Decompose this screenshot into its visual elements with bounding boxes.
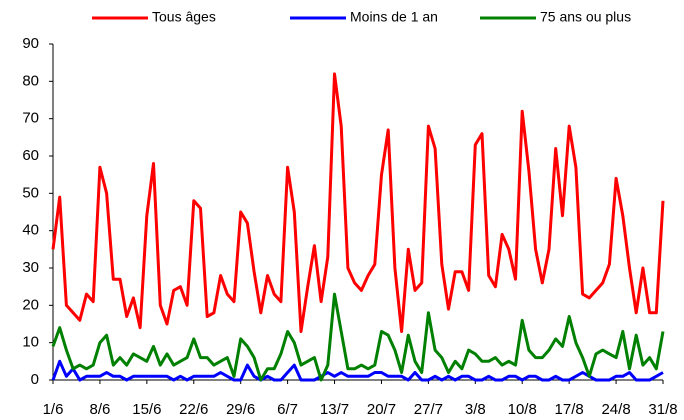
x-tick-label: 17/8 <box>555 401 584 418</box>
y-tick-label: 0 <box>31 371 39 388</box>
y-tick-label: 80 <box>22 72 39 89</box>
series-line <box>51 359 664 382</box>
y-tick-label: 50 <box>22 184 39 201</box>
y-tick-label: 40 <box>22 222 39 239</box>
x-tick-label: 3/8 <box>465 401 486 418</box>
y-tick-label: 70 <box>22 110 39 127</box>
x-tick-label: 22/6 <box>179 401 208 418</box>
y-tick-label: 30 <box>22 259 39 276</box>
y-tick-label: 60 <box>22 147 39 164</box>
x-tick-label: 6/7 <box>277 401 298 418</box>
y-tick-label: 10 <box>22 334 39 351</box>
x-tick-label: 13/7 <box>320 401 349 418</box>
y-tick-label: 90 <box>22 35 39 52</box>
x-tick-label: 8/6 <box>89 401 110 418</box>
x-tick-label: 24/8 <box>601 401 630 418</box>
y-tick-label: 20 <box>22 296 39 313</box>
x-tick-label: 31/8 <box>648 401 677 418</box>
x-tick-label: 1/6 <box>43 401 64 418</box>
series-line <box>51 72 665 333</box>
x-tick-label: 27/7 <box>414 401 443 418</box>
legend-label: Moins de 1 an <box>350 9 438 25</box>
x-tick-label: 20/7 <box>367 401 396 418</box>
x-tick-label: 10/8 <box>508 401 537 418</box>
legend-label: 75 ans ou plus <box>540 9 631 25</box>
x-tick-label: 29/6 <box>226 401 255 418</box>
series-line <box>51 292 665 382</box>
x-tick-label: 15/6 <box>132 401 161 418</box>
legend-label: Tous âges <box>152 9 216 25</box>
